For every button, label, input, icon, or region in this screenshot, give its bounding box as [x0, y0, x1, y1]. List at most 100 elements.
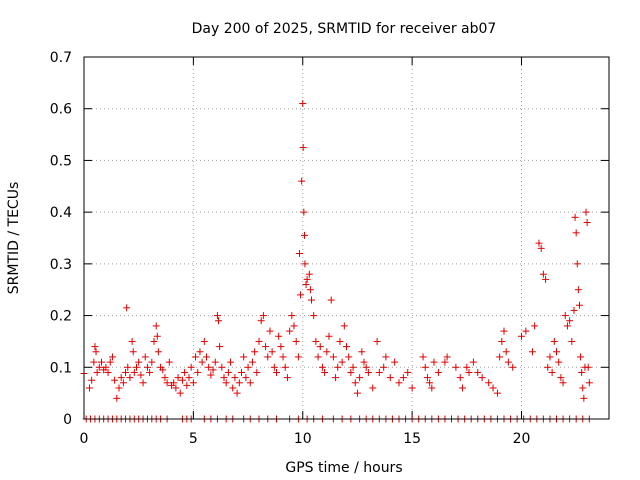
data-point [215, 317, 223, 325]
data-point [266, 327, 274, 335]
data-point [262, 343, 270, 351]
data-point [584, 363, 592, 371]
data-point [423, 374, 431, 382]
data-point [288, 312, 296, 320]
data-point [465, 368, 473, 376]
data-point [312, 337, 320, 345]
data-point [382, 353, 390, 361]
data-point [434, 368, 442, 376]
tick-labels: 0 0.1 0.2 0.3 0.4 0.5 0.6 0.7 0 5 10 15 20 [50, 50, 531, 447]
x-tick-label: 0 [80, 431, 89, 447]
data-point [386, 374, 394, 382]
data-point [358, 348, 366, 356]
data-point [546, 353, 554, 361]
data-point [275, 332, 283, 340]
data-point [351, 379, 359, 387]
data-point [498, 337, 506, 345]
data-point [159, 366, 167, 374]
data-point [268, 348, 276, 356]
data-point [170, 379, 178, 387]
data-point [106, 358, 114, 366]
data-point [395, 379, 403, 387]
data-point [148, 358, 156, 366]
x-tick-label: 20 [513, 431, 531, 447]
data-point [198, 358, 206, 366]
data-point [113, 394, 121, 402]
data-point [88, 376, 96, 384]
data-point [329, 353, 337, 361]
data-point [298, 177, 306, 185]
data-point [577, 353, 585, 361]
data-point [493, 389, 501, 397]
data-point [264, 353, 272, 361]
data-point [143, 363, 151, 371]
data-point [535, 239, 543, 247]
y-tick-label: 0.5 [50, 153, 72, 169]
data-point [544, 363, 552, 371]
data-point [463, 363, 471, 371]
data-point [579, 384, 587, 392]
data-point [251, 348, 259, 356]
data-point [310, 312, 318, 320]
data-point [421, 363, 429, 371]
data-point [95, 363, 103, 371]
data-point [566, 317, 574, 325]
data-point [585, 379, 593, 387]
data-point [218, 363, 226, 371]
data-point [172, 384, 180, 392]
data-point [91, 343, 99, 351]
data-point [496, 353, 504, 361]
data-point [283, 374, 291, 382]
data-point [572, 229, 580, 237]
data-point [528, 348, 536, 356]
data-point [124, 363, 132, 371]
data-point [321, 368, 329, 376]
data-point [340, 322, 348, 330]
data-point [200, 337, 208, 345]
data-point [222, 379, 230, 387]
data-point [196, 348, 204, 356]
data-point [183, 381, 191, 389]
data-point [542, 275, 550, 283]
data-point [301, 231, 308, 239]
data-point [399, 374, 407, 382]
data-point [137, 371, 145, 379]
data-point [290, 322, 298, 330]
data-point [500, 327, 508, 335]
data-point [205, 363, 213, 371]
data-point [318, 363, 326, 371]
data-point [419, 353, 427, 361]
data-point [430, 358, 438, 366]
data-point [373, 337, 381, 345]
data-point [301, 260, 309, 268]
data-point [300, 208, 308, 216]
data-point [126, 374, 134, 382]
data-point [90, 358, 98, 366]
data-point [248, 358, 256, 366]
data-point [314, 353, 322, 361]
data-point [362, 363, 370, 371]
data-point [469, 358, 477, 366]
data-point [571, 213, 579, 221]
data-point [408, 384, 416, 392]
data-point [557, 374, 565, 382]
data-point [555, 358, 563, 366]
data-point [189, 379, 197, 387]
data-point [343, 343, 350, 351]
data-point [209, 366, 217, 374]
data-point [231, 374, 239, 382]
data-point [165, 358, 173, 366]
data-point [102, 363, 110, 371]
data-point [242, 374, 250, 382]
data-point [203, 353, 210, 361]
data-point [174, 374, 182, 382]
data-point [575, 301, 583, 309]
data-point [539, 270, 547, 278]
data-point [299, 100, 307, 108]
data-point [123, 304, 131, 312]
data-point [375, 368, 383, 376]
data-point [573, 260, 581, 268]
data-point [130, 368, 138, 376]
y-tick-label: 0.1 [50, 360, 72, 376]
